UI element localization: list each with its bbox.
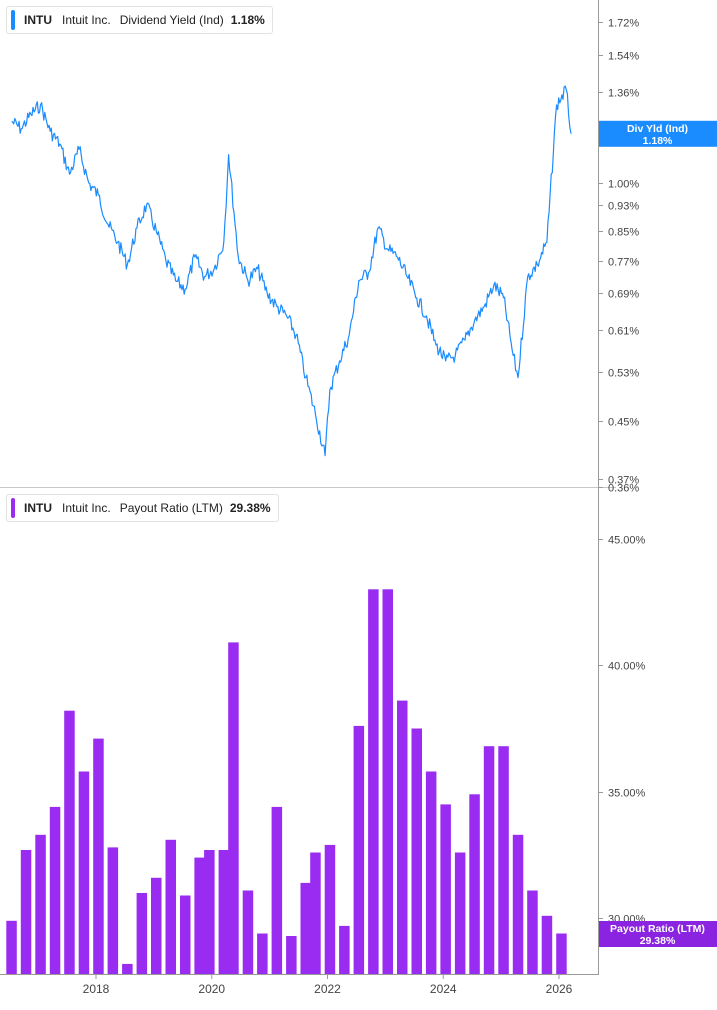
payout-ratio-bar — [35, 834, 46, 974]
yield-y-tick-label: 0.77% — [608, 257, 639, 269]
payout-ratio-bar — [64, 710, 75, 974]
payout-ratio-bar — [353, 725, 365, 974]
payout-ratio-bar — [78, 771, 90, 974]
payout-ratio-bar — [165, 839, 176, 974]
legend-swatch-payout — [11, 498, 15, 518]
payout-y-tick-label: 35.00% — [608, 788, 646, 800]
legend-ticker: INTU — [24, 13, 52, 27]
payout-ratio-bar — [20, 850, 32, 974]
x-tick-label: 2018 — [83, 982, 110, 996]
payout-ratio-bar — [556, 933, 567, 974]
payout-ratio-bar — [382, 589, 393, 975]
payout-ratio-bar — [339, 925, 350, 974]
legend-payout-ratio[interactable]: INTU Intuit Inc. Payout Ratio (LTM) 29.3… — [6, 494, 279, 522]
x-ticks-layer: 2018 2020 2022 2024 2026 — [83, 974, 573, 996]
payout-ratio-bar — [151, 877, 162, 974]
legend-metric: Dividend Yield (Ind) — [119, 13, 224, 27]
payout-ratio-bar — [49, 806, 61, 974]
yield-y-tick-label: 1.72% — [608, 18, 639, 30]
payout-ratio-bar — [204, 850, 215, 974]
yield-current-badge-value: 1.18% — [643, 135, 673, 147]
payout-ratio-bar — [194, 857, 205, 974]
payout-ratio-bar — [310, 852, 321, 974]
payout-ratio-bar — [527, 890, 538, 974]
yield-current-badge-label: Div Yld (Ind) — [627, 123, 688, 135]
payout-ratio-bar — [228, 642, 239, 974]
yield-y-tick-label: 0.61% — [608, 326, 639, 338]
x-tick-label: 2020 — [198, 982, 225, 996]
legend-swatch-yield — [11, 10, 15, 30]
payout-ratio-bar — [6, 920, 17, 974]
payout-y-tick-label: 45.00% — [608, 535, 646, 547]
legend-company: Intuit Inc. — [62, 501, 111, 515]
yield-line-layer — [11, 85, 572, 457]
payout-ratio-bar — [512, 834, 524, 974]
payout-ratio-bar — [93, 738, 104, 974]
yield-current-badge-box — [599, 120, 717, 147]
payout-current-badge-box — [599, 921, 717, 948]
payout-ratio-bar — [541, 915, 553, 974]
payout-ratio-bar — [368, 589, 379, 975]
payout-ratio-bar — [483, 746, 495, 974]
payout-ratio-bar — [425, 771, 437, 974]
payout-ratio-bar — [324, 844, 336, 974]
yield-y-tick-label: 1.36% — [608, 88, 639, 100]
payout-ratio-bar — [180, 895, 191, 974]
legend-company: Intuit Inc. — [62, 13, 111, 27]
yield-y-tick-label: 0.53% — [608, 368, 639, 380]
payout-current-badge-label: Payout Ratio (LTM) — [610, 923, 705, 935]
yield-y-tick-label: 1.00% — [608, 179, 639, 191]
payout-y-tick-label: 40.00% — [608, 661, 646, 673]
payout-ratio-bar — [136, 893, 148, 974]
dividend-yield-series-line — [11, 85, 572, 457]
yield-y-tick-label: 0.37% — [608, 475, 639, 487]
payout-ratio-bar — [218, 850, 230, 974]
x-tick-label: 2024 — [430, 982, 457, 996]
payout-ratio-bar — [107, 847, 119, 974]
yield-y-tick-label: 0.69% — [608, 289, 639, 301]
yield-y-tick-label: 0.45% — [608, 417, 639, 429]
yield-y-tick-label: 1.54% — [608, 51, 639, 63]
legend-value: 1.18% — [230, 13, 265, 27]
legend-dividend-yield[interactable]: INTU Intuit Inc. Dividend Yield (Ind) 1.… — [6, 6, 273, 34]
yield-y-tick-label: 0.85% — [608, 227, 639, 239]
y-ticks-layer: 1.72% 1.54% 1.36% 1.00% 0.93% 0.85% 0.77% 0.69%… — [598, 18, 646, 926]
legend-ticker: INTU — [24, 501, 52, 515]
payout-ratio-bar — [286, 936, 297, 974]
payout-ratio-bar — [469, 794, 480, 974]
payout-ratio-bar — [454, 852, 466, 974]
payout-current-badge-value: 29.38% — [640, 935, 676, 947]
legend-value: 29.38% — [229, 501, 271, 515]
payout-bars-layer — [6, 589, 567, 975]
payout-ratio-bar — [498, 746, 509, 974]
payout-ratio-bar — [397, 700, 408, 974]
payout-ratio-bar — [411, 728, 422, 974]
legend-metric: Payout Ratio (LTM) — [119, 501, 223, 515]
value-badges-layer: Div Yld (Ind)1.18% Payout Ratio (LTM)29.3… — [599, 120, 717, 948]
yield-y-tick-label: 0.93% — [608, 201, 639, 213]
x-tick-label: 2022 — [314, 982, 341, 996]
payout-ratio-bar — [271, 806, 283, 974]
payout-ratio-bar — [300, 882, 311, 974]
payout-ratio-bar — [257, 933, 268, 974]
payout-ratio-bar — [122, 963, 133, 974]
payout-ratio-bar — [440, 804, 451, 974]
payout-ratio-bar — [242, 890, 254, 974]
x-tick-label: 2026 — [546, 982, 573, 996]
yield-y-tick-label: 0.36% — [608, 483, 639, 495]
